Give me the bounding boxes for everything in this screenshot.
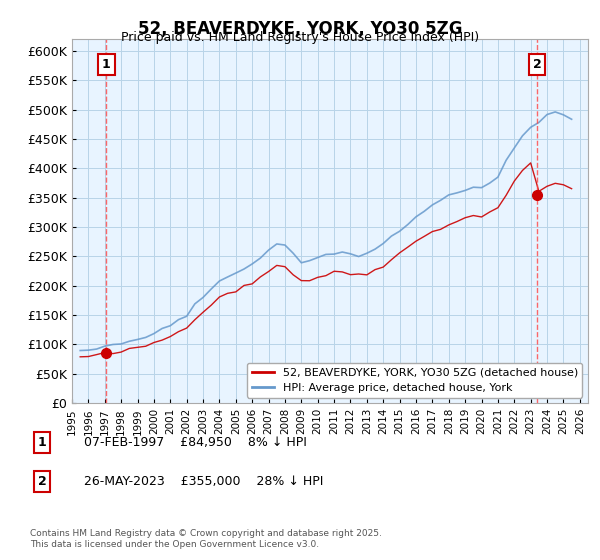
Text: 1: 1	[38, 436, 46, 449]
Text: 52, BEAVERDYKE, YORK, YO30 5ZG: 52, BEAVERDYKE, YORK, YO30 5ZG	[138, 20, 462, 38]
52, BEAVERDYKE, YORK, YO30 5ZG (detached house)	[527, 160, 534, 166]
Text: Price paid vs. HM Land Registry's House Price Index (HPI): Price paid vs. HM Land Registry's House …	[121, 31, 479, 44]
Legend: 52, BEAVERDYKE, YORK, YO30 5ZG (detached house), HPI: Average price, detached ho: 52, BEAVERDYKE, YORK, YO30 5ZG (detached…	[247, 363, 583, 398]
HPI: Average price, detached house, York: (2.02e+03, 4.96e+05): Average price, detached house, York: (2.…	[551, 109, 559, 115]
Text: Contains HM Land Registry data © Crown copyright and database right 2025.
This d: Contains HM Land Registry data © Crown c…	[30, 529, 382, 549]
Text: 2: 2	[533, 58, 542, 71]
HPI: Average price, detached house, York: (2e+03, 1.42e+05): Average price, detached house, York: (2e…	[175, 316, 182, 323]
HPI: Average price, detached house, York: (2e+03, 1.69e+05): Average price, detached house, York: (2e…	[191, 301, 199, 307]
Text: 07-FEB-1997    £84,950    8% ↓ HPI: 07-FEB-1997 £84,950 8% ↓ HPI	[84, 436, 307, 449]
Text: 2: 2	[38, 475, 46, 488]
Text: 1: 1	[102, 58, 111, 71]
HPI: Average price, detached house, York: (2e+03, 8.97e+04): Average price, detached house, York: (2e…	[77, 347, 84, 354]
52, BEAVERDYKE, YORK, YO30 5ZG (detached house)	[77, 353, 84, 360]
52, BEAVERDYKE, YORK, YO30 5ZG (detached house)	[191, 316, 199, 323]
HPI: Average price, detached house, York: (2.01e+03, 2.62e+05): Average price, detached house, York: (2.…	[371, 246, 379, 253]
52, BEAVERDYKE, YORK, YO30 5ZG (detached house)	[175, 328, 182, 335]
Text: 26-MAY-2023    £355,000    28% ↓ HPI: 26-MAY-2023 £355,000 28% ↓ HPI	[84, 475, 323, 488]
52, BEAVERDYKE, YORK, YO30 5ZG (detached house)	[338, 269, 346, 276]
HPI: Average price, detached house, York: (2.02e+03, 4.14e+05): Average price, detached house, York: (2.…	[502, 157, 509, 164]
Line: 52, BEAVERDYKE, YORK, YO30 5ZG (detached house): 52, BEAVERDYKE, YORK, YO30 5ZG (detached…	[80, 163, 572, 357]
Line: HPI: Average price, detached house, York: HPI: Average price, detached house, York	[80, 112, 572, 351]
52, BEAVERDYKE, YORK, YO30 5ZG (detached house)	[371, 266, 379, 273]
52, BEAVERDYKE, YORK, YO30 5ZG (detached house)	[502, 192, 509, 199]
52, BEAVERDYKE, YORK, YO30 5ZG (detached house)	[568, 185, 575, 192]
HPI: Average price, detached house, York: (2.01e+03, 2.58e+05): Average price, detached house, York: (2.…	[338, 249, 346, 255]
HPI: Average price, detached house, York: (2.01e+03, 2.37e+05): Average price, detached house, York: (2.…	[248, 260, 256, 267]
HPI: Average price, detached house, York: (2.03e+03, 4.84e+05): Average price, detached house, York: (2.…	[568, 116, 575, 123]
52, BEAVERDYKE, YORK, YO30 5ZG (detached house)	[248, 281, 256, 287]
